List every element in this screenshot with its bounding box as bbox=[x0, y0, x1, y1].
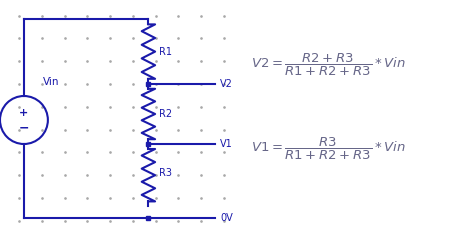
Text: −: − bbox=[18, 122, 29, 135]
Text: $\mathit{V2} = \dfrac{\mathit{R2 + R3}}{\mathit{R1 + R2 + R3}} * \mathit{Vin}$: $\mathit{V2} = \dfrac{\mathit{R2 + R3}}{… bbox=[251, 52, 406, 78]
Text: R1: R1 bbox=[159, 47, 172, 57]
Text: V1: V1 bbox=[220, 139, 233, 149]
Text: Vin: Vin bbox=[43, 77, 60, 87]
Text: +: + bbox=[19, 108, 28, 118]
Text: V2: V2 bbox=[220, 79, 233, 89]
Text: R3: R3 bbox=[159, 168, 172, 178]
Text: R2: R2 bbox=[159, 109, 173, 119]
Text: 0V: 0V bbox=[220, 213, 233, 223]
Text: $\mathit{V1} = \dfrac{\mathit{R3}}{\mathit{R1 + R2 + R3}} * \mathit{Vin}$: $\mathit{V1} = \dfrac{\mathit{R3}}{\math… bbox=[251, 136, 406, 162]
